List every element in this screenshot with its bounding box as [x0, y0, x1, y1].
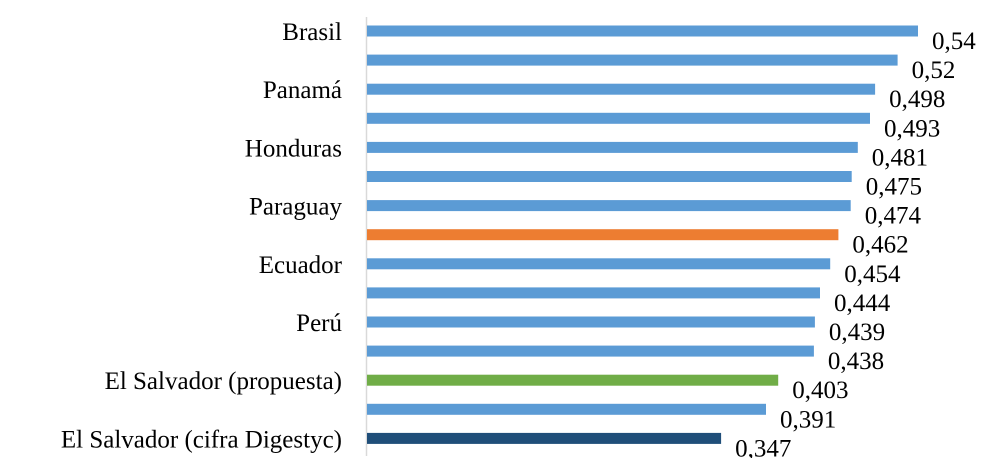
- bar-3: [367, 112, 870, 124]
- bar-13: [367, 403, 766, 415]
- category-label-2: Panamá: [263, 77, 342, 104]
- value-label-11: 0,438: [828, 348, 884, 375]
- category-label-14: El Salvador (cifra Digestyc): [61, 426, 342, 453]
- value-label-7: 0,462: [852, 232, 908, 259]
- bar-5: [367, 171, 852, 182]
- value-label-0: 0,54: [932, 28, 976, 55]
- bar-1: [367, 54, 898, 66]
- bar-10: [367, 316, 815, 328]
- value-label-8: 0,454: [844, 261, 901, 288]
- value-label-12: 0,403: [792, 377, 848, 404]
- bar-14: [367, 432, 722, 444]
- value-label-6: 0,474: [865, 203, 922, 230]
- bars-group: [367, 25, 918, 444]
- value-label-14: 0,347: [735, 435, 791, 458]
- category-label-10: Perú: [296, 310, 342, 337]
- bar-9: [367, 287, 820, 299]
- category-label-6: Paraguay: [249, 194, 343, 221]
- category-label-8: Ecuador: [259, 252, 343, 279]
- bar-12: [367, 374, 779, 386]
- value-label-2: 0,498: [889, 86, 945, 113]
- bar-4: [367, 141, 858, 153]
- bar-11: [367, 345, 814, 357]
- bar-0: [367, 25, 918, 37]
- bar-2: [367, 83, 876, 95]
- value-label-9: 0,444: [834, 290, 891, 317]
- value-label-10: 0,439: [829, 319, 885, 346]
- bar-8: [367, 258, 831, 270]
- category-labels-group: Brasil Panamá Honduras Paraguay Ecuador Perú E…: [61, 19, 343, 453]
- value-label-1: 0,52: [912, 57, 956, 84]
- value-label-13: 0,391: [780, 406, 836, 433]
- category-label-12: El Salvador (propuesta): [105, 368, 342, 395]
- bar-7: [367, 229, 839, 241]
- value-label-3: 0,493: [884, 115, 940, 142]
- category-label-0: Brasil: [282, 19, 342, 46]
- bar-6: [367, 200, 851, 212]
- value-labels-group: 0,540,520,4980,4930,4810,4750,4740,4620,…: [735, 28, 976, 458]
- value-label-5: 0,475: [866, 174, 922, 201]
- category-label-4: Honduras: [245, 135, 342, 162]
- value-label-4: 0,481: [872, 144, 928, 171]
